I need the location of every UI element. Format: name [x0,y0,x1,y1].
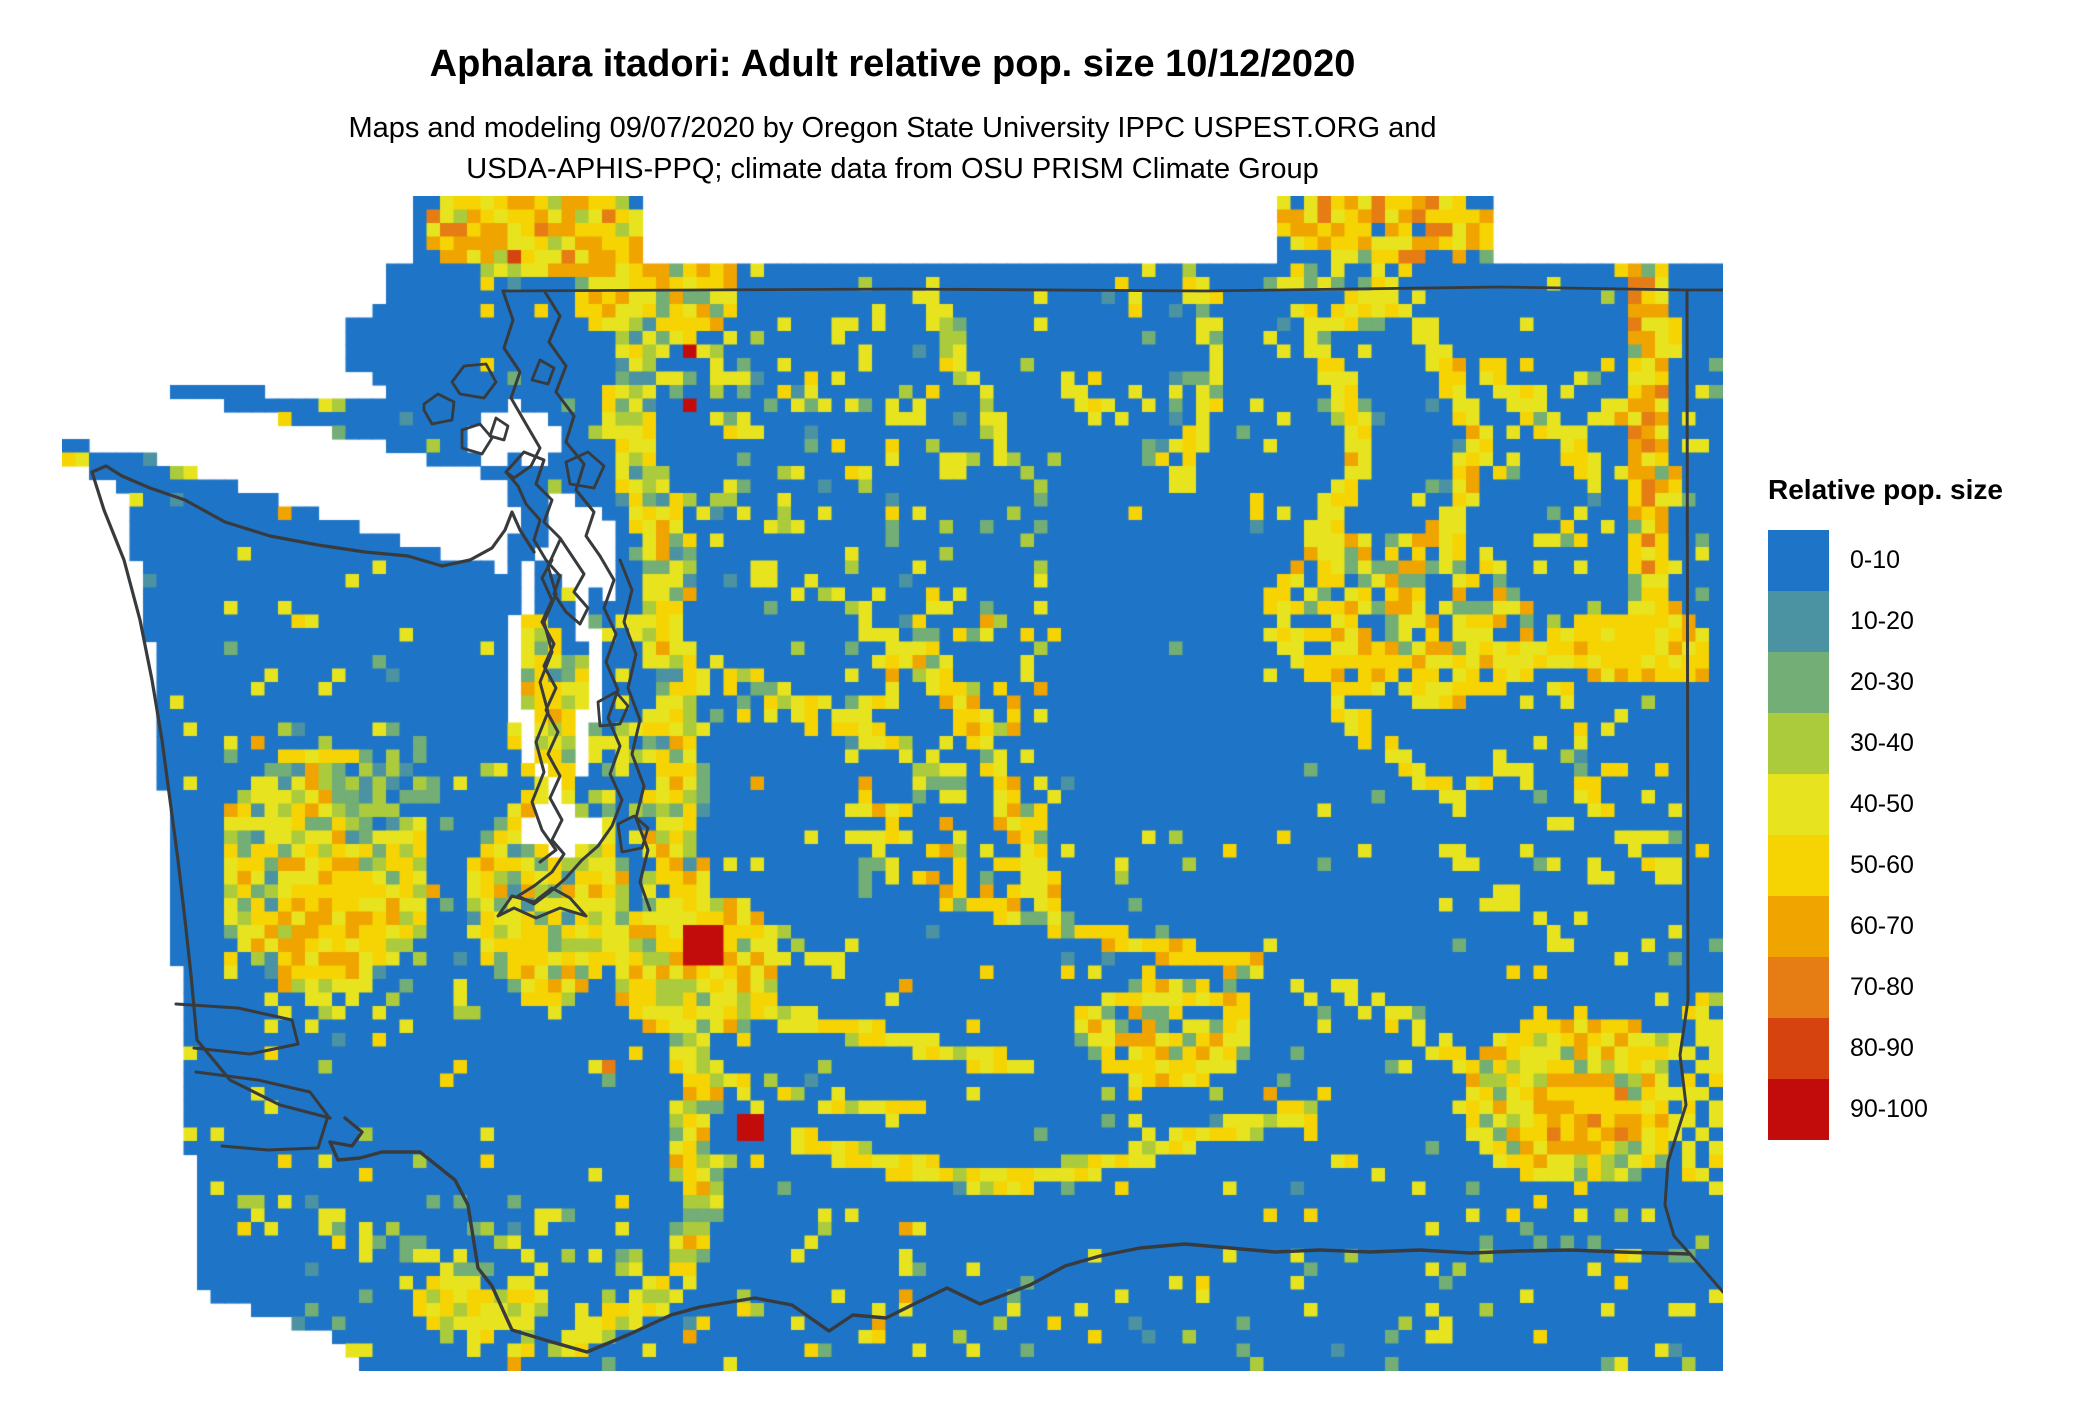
legend-item: 30-40 [1768,713,2100,774]
legend-label: 60-70 [1850,912,1914,940]
legend-item: 10-20 [1768,591,2100,652]
legend-swatch [1768,530,1829,591]
legend-label: 90-100 [1850,1095,1928,1123]
legend-label: 70-80 [1850,973,1914,1001]
legend-swatch [1768,1018,1829,1079]
legend-item: 50-60 [1768,835,2100,896]
figure-header: Aphalara itadori: Adult relative pop. si… [62,42,1723,190]
legend-item: 0-10 [1768,530,2100,591]
legend-swatch [1768,1079,1829,1140]
legend-label: 10-20 [1850,607,1914,635]
subtitle-line-2: USDA-APHIS-PPQ; climate data from OSU PR… [466,153,1319,185]
legend-swatch [1768,591,1829,652]
legend-label: 30-40 [1850,729,1914,757]
legend-label: 0-10 [1850,546,1901,574]
legend-label: 40-50 [1850,790,1914,818]
legend-item: 70-80 [1768,957,2100,1018]
legend-swatch [1768,774,1829,835]
subtitle-line-1: Maps and modeling 09/07/2020 by Oregon S… [348,112,1437,144]
legend-title: Relative pop. size [1768,474,2003,505]
legend-label: 50-60 [1850,851,1914,879]
legend-swatch [1768,835,1829,896]
map-raster [62,196,1723,1371]
legend-swatch [1768,957,1829,1018]
legend-items: 0-10 10-20 20-30 30-40 40-50 50-60 60-70 70-80 8… [1768,530,2100,1140]
legend-swatch [1768,652,1829,713]
legend-item: 20-30 [1768,652,2100,713]
legend-swatch [1768,896,1829,957]
legend: Relative pop. size 0-10 10-20 20-30 30-40 40… [1768,474,2100,1140]
legend-item: 60-70 [1768,896,2100,957]
legend-swatch [1768,713,1829,774]
legend-item: 40-50 [1768,774,2100,835]
legend-item: 80-90 [1768,1018,2100,1079]
legend-label: 80-90 [1850,1034,1914,1062]
page-title: Aphalara itadori: Adult relative pop. si… [429,43,1356,85]
legend-item: 90-100 [1768,1079,2100,1140]
legend-label: 20-30 [1850,668,1914,696]
